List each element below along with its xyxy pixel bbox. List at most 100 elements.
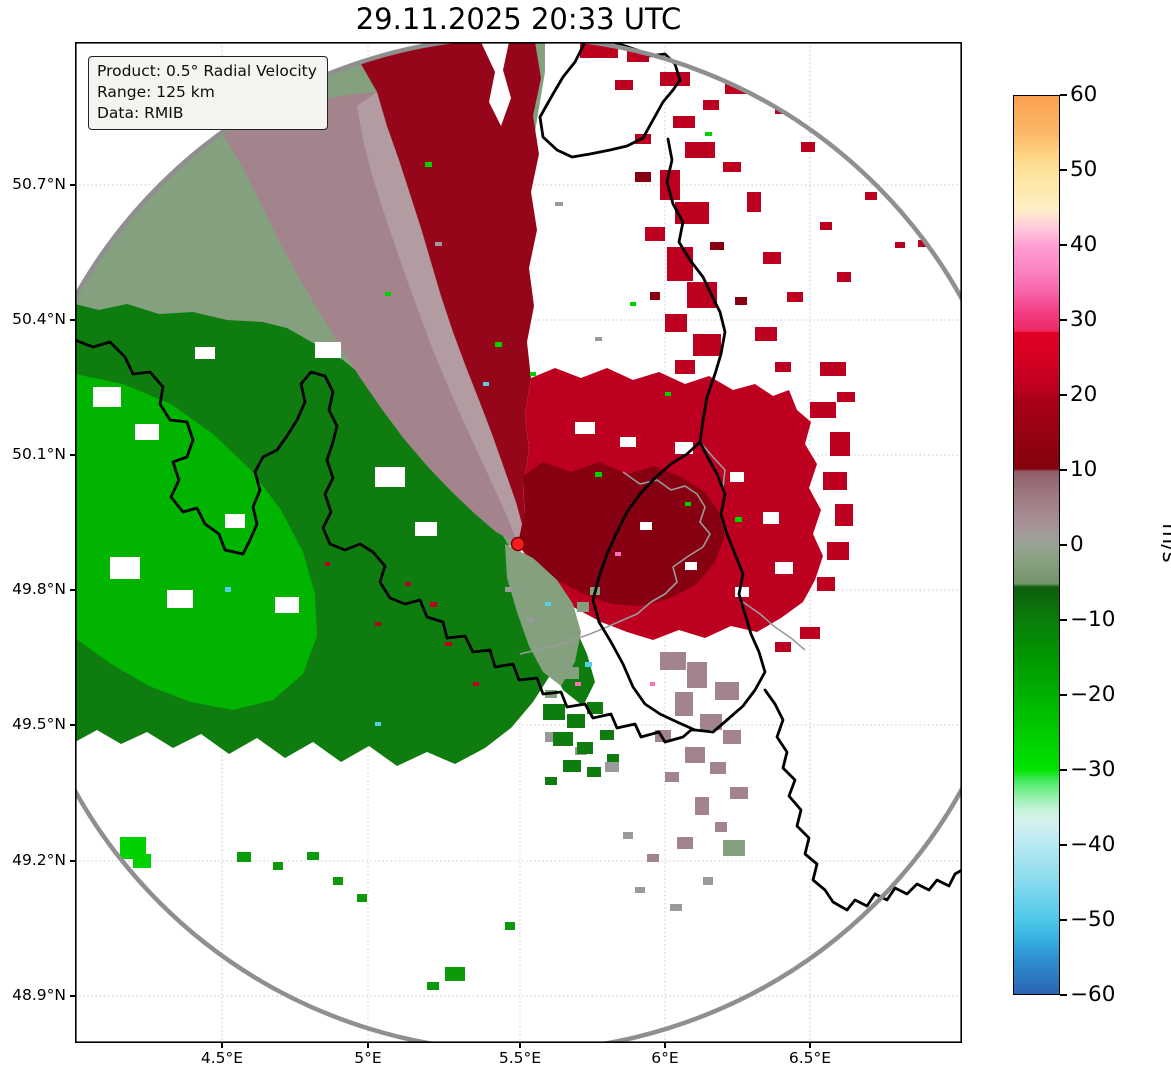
product-info-line: Range: 125 km — [97, 82, 215, 101]
crimson-patches-northeast — [685, 142, 715, 158]
red-speckles — [325, 562, 330, 566]
crimson-patches-northeast — [703, 100, 719, 110]
sage-gray-mottle-south-of-radar — [577, 602, 589, 612]
crimson-patches-northeast — [763, 252, 781, 264]
green-specks-bottom — [307, 852, 319, 860]
colorbar-tick-label: 20 — [1070, 382, 1098, 407]
green-speckles — [530, 372, 536, 376]
crimson-ragged-east-edge — [817, 577, 835, 591]
crimson-patches-northeast — [895, 242, 905, 248]
y-tick-mark — [70, 995, 75, 997]
x-tick-mark — [519, 1043, 521, 1048]
green-specks-bottom — [427, 982, 439, 990]
x-tick-mark — [367, 1043, 369, 1048]
colorbar-tick-label: 0 — [1070, 532, 1084, 557]
colorbar-tick-mark — [1060, 844, 1067, 846]
crimson-patches-northeast — [837, 272, 851, 282]
y-tick-mark — [70, 184, 75, 186]
country-border — [763, 688, 962, 912]
crimson-ragged-east-edge — [830, 432, 850, 456]
crimson-patches-northeast — [747, 192, 761, 212]
y-tick-label: 50.4°N — [12, 310, 66, 328]
y-tick-label: 49.2°N — [12, 851, 66, 869]
river-line — [606, 546, 704, 628]
map-svg — [75, 42, 962, 1043]
white-holes-in-red — [775, 562, 793, 574]
mauve-gray-patches-southeast — [715, 822, 727, 832]
green-cluster-south-france — [567, 714, 585, 728]
white-holes-in-red — [685, 562, 697, 570]
x-tick-label: 4.5°E — [200, 1049, 244, 1067]
colorbar-tick-mark — [1060, 694, 1067, 696]
colorbar-tick-mark — [1060, 769, 1067, 771]
gray-speckles — [555, 202, 563, 206]
green-speckles — [385, 292, 391, 296]
x-tick-label: 6.5°E — [788, 1049, 832, 1067]
gray-speckles — [435, 242, 442, 246]
green-specks-bottom — [505, 922, 515, 930]
white-holes-in-green — [110, 557, 140, 579]
white-holes-in-red — [730, 472, 744, 482]
river-line — [699, 441, 726, 488]
cyan-speckles — [483, 382, 489, 386]
green-cluster-south-france — [553, 732, 573, 746]
river-line — [622, 471, 711, 548]
white-holes-in-red — [605, 192, 619, 222]
darkred-patches-northeast — [710, 242, 724, 250]
gray-patches-southeast — [703, 877, 713, 885]
crimson-patches-northeast — [918, 240, 928, 247]
y-tick-mark — [70, 860, 75, 862]
crimson-patches-northeast — [660, 170, 680, 200]
green-cluster-south-france — [607, 754, 619, 762]
mauve-gray-patches-southeast — [710, 762, 726, 774]
crimson-patches-northeast — [667, 247, 693, 281]
product-info-line: Data: RMIB — [97, 103, 184, 122]
map-plot-area: Product: 0.5° Radial Velocity Range: 125… — [75, 42, 962, 1043]
mauve-gray-patches-southeast — [695, 797, 709, 815]
crimson-ragged-east-edge — [800, 627, 820, 639]
red-speckles — [405, 582, 411, 586]
red-speckles — [445, 642, 452, 646]
gray-speckles — [527, 617, 534, 622]
crimson-patches-northeast — [775, 432, 789, 440]
radar-site-dot — [510, 536, 526, 552]
colorbar-tick-label: −30 — [1070, 757, 1116, 782]
crimson-patches-northeast — [615, 80, 633, 90]
green-speckles — [630, 302, 636, 306]
gray-patches-southeast — [670, 904, 682, 911]
green-speckles — [665, 392, 671, 396]
green-cluster-south-france — [543, 704, 565, 720]
crimson-patches-northeast — [820, 222, 832, 230]
crimson-patches-northeast — [837, 392, 855, 402]
figure-title: 29.11.2025 20:33 UTC — [355, 2, 682, 36]
colorbar-tick-mark — [1060, 394, 1067, 396]
country-border — [665, 137, 727, 444]
green-cluster-south-france — [577, 742, 593, 754]
red-speckles — [473, 682, 479, 686]
region-darkred-north-outbound-wedge — [361, 42, 541, 544]
green-cluster-south-france — [545, 777, 557, 785]
y-tick-label: 50.1°N — [12, 445, 66, 463]
colorbar-tick-label: −60 — [1070, 982, 1116, 1007]
colorbar-tick-mark — [1060, 169, 1067, 171]
green-cluster-south-france — [587, 702, 603, 714]
white-holes-in-green — [135, 424, 159, 440]
crimson-patches-northeast — [660, 72, 690, 86]
mauve-gray-patches-southeast — [660, 652, 686, 670]
crimson-patches-northeast — [723, 162, 741, 172]
y-tick-label: 49.5°N — [12, 715, 66, 733]
colorbar-tick-mark — [1060, 619, 1067, 621]
y-tick-mark — [70, 319, 75, 321]
colorbar-tick-label: 60 — [1070, 82, 1098, 107]
mauve-gray-patches-southeast — [687, 662, 707, 688]
sage-gray-mottle-south-of-radar — [530, 602, 546, 614]
darkred-patches-northeast — [735, 297, 747, 305]
white-holes-in-red — [580, 112, 596, 152]
green-cluster-south-france — [563, 760, 581, 772]
crimson-patches-northeast — [675, 202, 709, 224]
green-blobs-bottom — [133, 854, 151, 868]
colorbar-tick-label: 10 — [1070, 457, 1098, 482]
mauve-gray-patches-southeast — [723, 730, 741, 744]
product-info-box: Product: 0.5° Radial Velocity Range: 125… — [88, 56, 328, 131]
crimson-ragged-east-edge — [823, 472, 847, 490]
